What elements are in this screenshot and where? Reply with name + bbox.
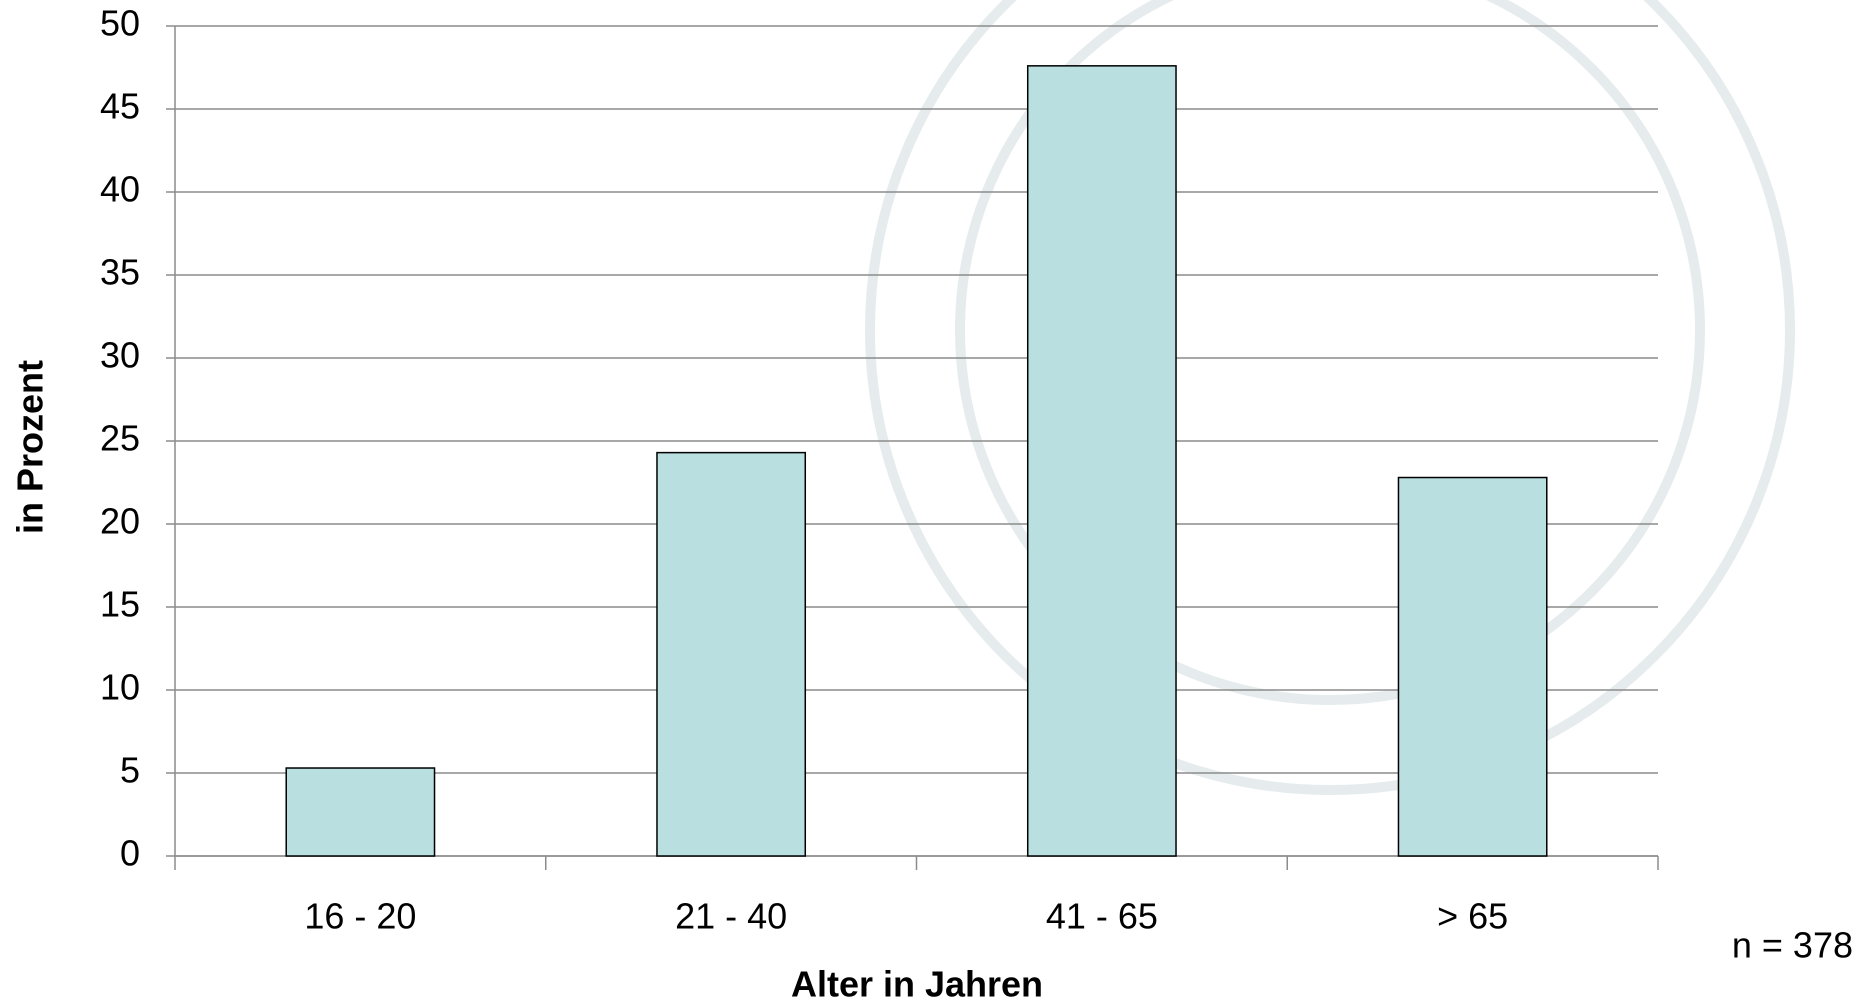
bar [656, 451, 807, 857]
y-tick-label: 35 [100, 252, 140, 293]
y-tick-label: 45 [100, 86, 140, 127]
x-tick-label: 41 - 65 [1046, 896, 1158, 937]
x-axis-title: Alter in Jahren [791, 964, 1043, 1005]
annotation: n = 378 [1732, 925, 1853, 966]
bar [1397, 476, 1548, 857]
y-tick-label: 15 [100, 584, 140, 625]
y-axis-title: in Prozent [10, 360, 51, 534]
y-tick-label: 0 [120, 833, 140, 874]
bar [285, 767, 436, 857]
watermark-seal [865, 0, 1795, 795]
y-tick-label: 5 [120, 750, 140, 791]
x-tick-label: 21 - 40 [675, 896, 787, 937]
y-tick-label: 40 [100, 169, 140, 210]
y-tick-label: 20 [100, 501, 140, 542]
y-tick-label: 50 [100, 3, 140, 44]
y-tick-label: 25 [100, 418, 140, 459]
x-tick-label: > 65 [1437, 896, 1508, 937]
y-tick-label: 30 [100, 335, 140, 376]
y-tick-label: 10 [100, 667, 140, 708]
x-tick-label: 16 - 20 [304, 896, 416, 937]
bar [1026, 65, 1177, 857]
